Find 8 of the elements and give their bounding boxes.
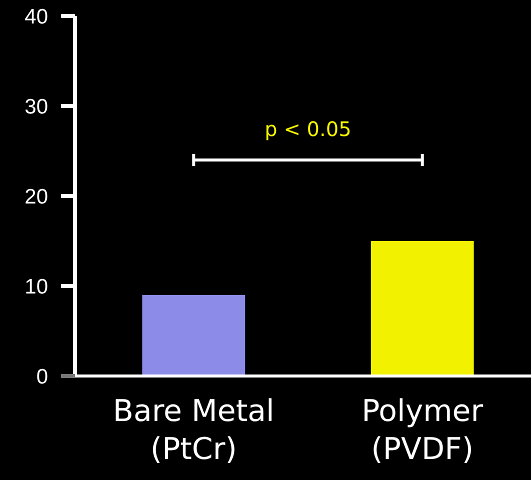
y-tick-label: 40	[24, 5, 48, 28]
y-tick-label: 20	[24, 185, 48, 208]
y-tick-label: 10	[24, 275, 48, 298]
y-tick-label: 30	[24, 95, 48, 118]
y-tick-label: 0	[36, 365, 48, 388]
annotation: p < 0.05	[264, 117, 352, 141]
x-tick-label: Bare Metal (PtCr)	[112, 394, 274, 467]
x-tick-label: Polymer (PVDF)	[362, 394, 484, 467]
